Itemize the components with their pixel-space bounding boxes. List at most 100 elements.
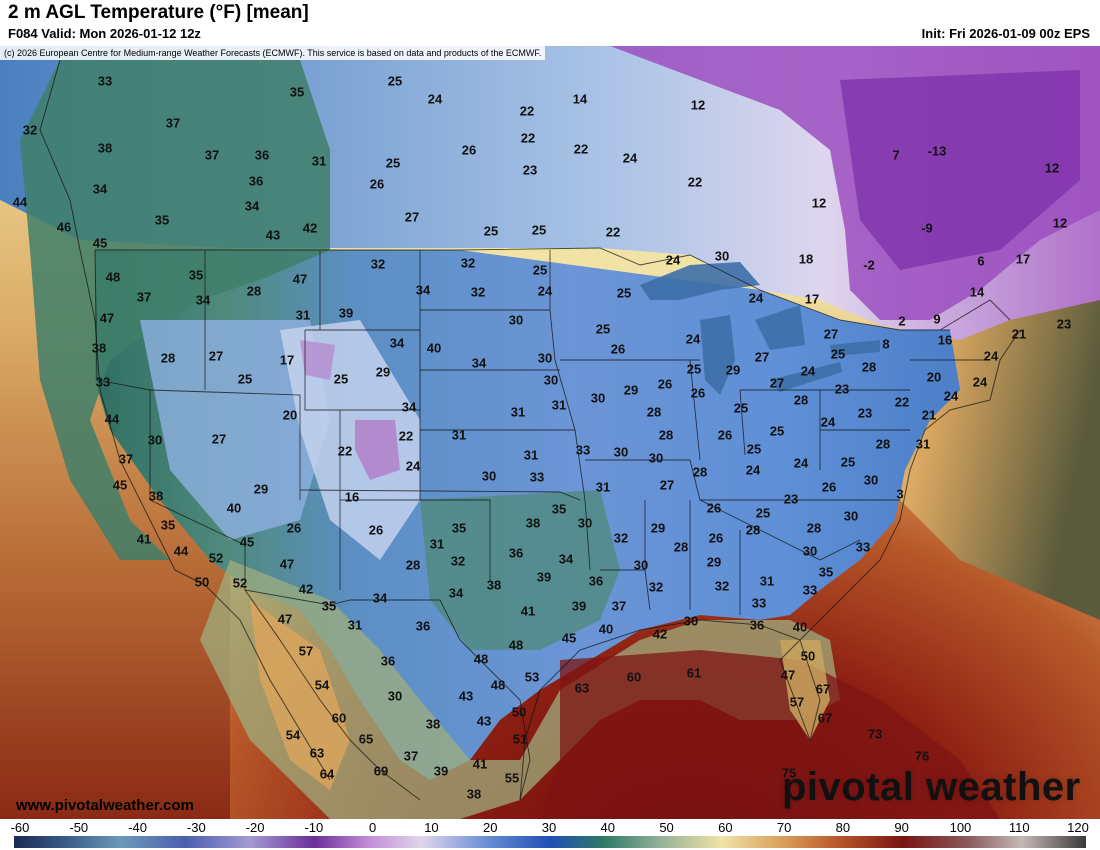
temperature-label: 64: [320, 766, 335, 781]
temperature-label: 52: [233, 575, 247, 590]
temperature-label: 75: [782, 765, 796, 780]
temperature-label: 60: [332, 710, 346, 725]
temperature-map[interactable]: 33 25 35 24 14 12 37 22 32 22 38 37 36 26 22 24 7 -13 31 25…: [0, 46, 1100, 819]
temperature-label: 33: [98, 73, 112, 88]
temperature-label: 30: [148, 432, 162, 447]
temperature-label: 40: [227, 500, 241, 515]
temperature-label: 24: [821, 414, 836, 429]
temperature-label: 42: [303, 220, 317, 235]
website-link[interactable]: www.pivotalweather.com: [16, 797, 194, 814]
temperature-label: 50: [512, 704, 526, 719]
temperature-label: 52: [209, 550, 223, 565]
temperature-label: 47: [293, 271, 307, 286]
temperature-label: 30: [634, 557, 648, 572]
temperature-label: 22: [338, 443, 352, 458]
temperature-label: 31: [296, 307, 310, 322]
temperature-label: 30: [715, 248, 729, 263]
temperature-label: 34: [373, 590, 388, 605]
temperature-label: 33: [96, 374, 110, 389]
temperature-label: 24: [801, 363, 816, 378]
temperature-label: -13: [928, 143, 947, 158]
temperature-label: 37: [612, 598, 626, 613]
temperature-label: 37: [205, 147, 219, 162]
temperature-label: 34: [416, 282, 431, 297]
temperature-label: 24: [749, 290, 764, 305]
temperature-label: 39: [537, 569, 551, 584]
temperature-label: 21: [922, 407, 936, 422]
political-boundaries: [94, 247, 1011, 801]
rockies-purple-n: [300, 340, 335, 380]
temperature-label: 60: [627, 669, 641, 684]
temperature-label: 22: [399, 428, 413, 443]
temperature-label: 34: [559, 551, 574, 566]
temperature-label: 36: [416, 618, 430, 633]
temperature-label: 46: [57, 219, 71, 234]
temperature-label: 37: [119, 451, 133, 466]
temperature-label: 25: [687, 361, 701, 376]
temperature-label: 24: [406, 458, 421, 473]
temperature-label: 35: [452, 520, 466, 535]
temperature-label: 26: [370, 176, 384, 191]
temperature-label: 22: [606, 224, 620, 239]
temperature-label: 44: [13, 194, 28, 209]
basin-blue: [140, 320, 330, 540]
temperature-label: 32: [23, 122, 37, 137]
temperature-label: 26: [709, 530, 723, 545]
temperature-label: 25: [770, 423, 784, 438]
temperature-label: 32: [649, 579, 663, 594]
temperature-label: 26: [658, 376, 672, 391]
temperature-label: 38: [467, 786, 481, 801]
temperature-label: 41: [473, 756, 487, 771]
temperature-label: 73: [868, 726, 882, 741]
colorbar-tick-label: -10: [304, 820, 324, 835]
temperature-label: 23: [858, 405, 872, 420]
temperature-label: 31: [524, 447, 538, 462]
temperature-label: 16: [345, 489, 359, 504]
temperature-label: 34: [245, 198, 260, 213]
temperature-label: 35: [290, 84, 304, 99]
temperature-label: 55: [505, 770, 519, 785]
temperature-label: 26: [287, 520, 301, 535]
copyright-notice: (c) 2026 European Centre for Medium-rang…: [0, 46, 546, 60]
temperature-label: 25: [596, 321, 610, 336]
colorbar-tick-label: 90: [894, 820, 909, 835]
temperature-label: 33: [752, 595, 766, 610]
temperature-label: 25: [756, 505, 770, 520]
temperature-label: 41: [521, 603, 535, 618]
temperature-label: 31: [430, 536, 444, 551]
temperature-label: 43: [459, 688, 473, 703]
temperature-label: 35: [819, 564, 833, 579]
temperature-label: 40: [427, 340, 441, 355]
colorbar-tick-label: -40: [128, 820, 147, 835]
temperature-label: 38: [426, 716, 440, 731]
temperature-label: 24: [794, 455, 809, 470]
temperature-label: 23: [784, 491, 798, 506]
temperature-label: 39: [339, 305, 353, 320]
florida-warm: [780, 640, 830, 740]
temperature-label: 48: [509, 637, 523, 652]
temperature-label: 25: [532, 222, 546, 237]
temperature-label: 36: [750, 617, 764, 632]
temperature-label: 37: [404, 748, 418, 763]
lake-huron: [755, 305, 805, 350]
temperature-label: 24: [666, 252, 681, 267]
temperature-label: 28: [406, 557, 420, 572]
temperature-label: 25: [484, 223, 498, 238]
temperature-label: 20: [283, 407, 297, 422]
temperature-label: 48: [106, 269, 120, 284]
temperature-label: -2: [863, 257, 875, 272]
temperature-label: 76: [915, 748, 929, 763]
plains-green: [420, 490, 620, 650]
temperature-label: 38: [526, 515, 540, 530]
temperature-label: 38: [92, 340, 106, 355]
colorbar-tick-label: 10: [424, 820, 439, 835]
temperature-label: 30: [509, 312, 523, 327]
temperature-label: 29: [376, 364, 390, 379]
temperature-label: 32: [614, 530, 628, 545]
temperature-label: 24: [428, 91, 443, 106]
colorbar-tick-label: 80: [835, 820, 851, 835]
gulf-hot: [540, 650, 1000, 819]
temperature-label: 43: [477, 713, 491, 728]
temperature-label: 27: [770, 375, 784, 390]
